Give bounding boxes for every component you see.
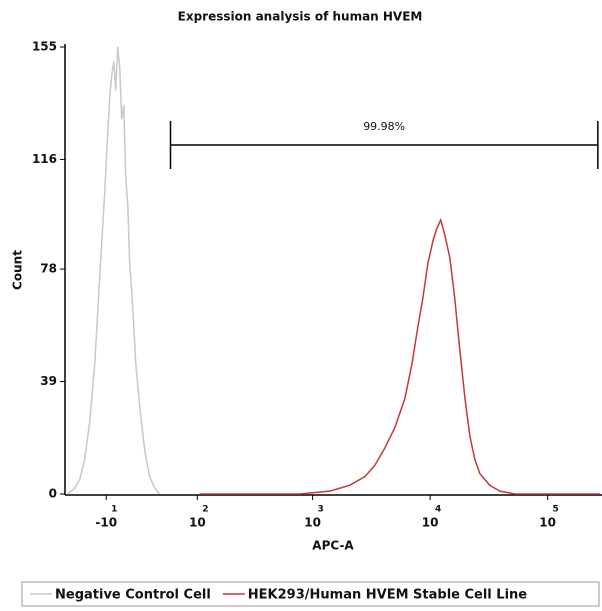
chart-title: Expression analysis of human HVEM [178,10,423,24]
gate-label: 99.98% [363,120,405,133]
x-tick-exponent: 4 [435,505,441,515]
x-tick-label: 10 [539,516,556,530]
x-axis-label: APC-A [312,539,354,553]
x-tick-label: 10 [304,516,321,530]
x-tick-label: -10 [95,516,117,530]
x-tick-exponent: 1 [111,505,117,515]
legend-box [21,581,600,607]
y-tick-label: 78 [40,262,57,276]
legend-label: HEK293/Human HVEM Stable Cell Line [248,588,527,603]
legend-label: Negative Control Cell [55,588,211,603]
x-tick-exponent: 5 [553,505,559,515]
series-line [67,46,161,495]
x-tick-exponent: 3 [317,505,323,515]
y-tick-label: 39 [40,374,57,388]
y-axis-label: Count [11,250,25,290]
y-tick-label: 155 [32,40,57,54]
y-tick-label: 116 [32,152,57,166]
x-tick-exponent: 2 [202,505,208,515]
x-tick-label: 10 [189,516,206,530]
x-tick-label: 10 [422,516,439,530]
y-tick-label: 0 [49,487,57,501]
series-line [199,217,600,495]
